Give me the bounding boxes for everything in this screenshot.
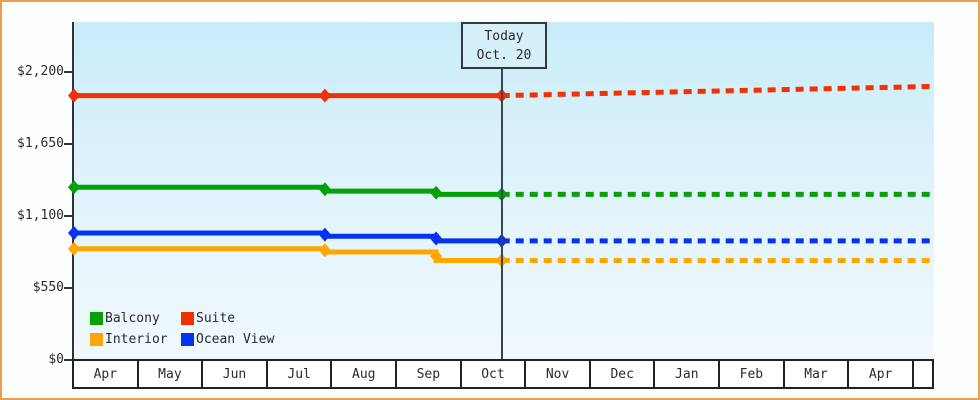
y-axis-tick-label: $1,100: [17, 208, 64, 223]
x-axis-month-cell: Aug: [332, 361, 398, 387]
today-label-box: Today Oct. 20: [461, 22, 547, 69]
y-axis-tick-label: $2,200: [17, 64, 64, 79]
x-axis-month-cell: Jun: [203, 361, 268, 387]
x-axis-month-cell: Jan: [655, 361, 721, 387]
plot-area: Balcony Suite Interior Ocean View: [68, 22, 935, 360]
y-axis-tick-mark: [64, 359, 73, 361]
data-point-marker-ocean-view: [430, 231, 443, 246]
x-axis-month-cell: Oct: [462, 361, 527, 387]
y-axis-tick-mark: [64, 287, 73, 289]
legend-label: Suite: [196, 311, 236, 326]
series-projection-suite: [501, 83, 935, 99]
legend-label: Ocean View: [196, 332, 275, 347]
y-axis-tick-label: $1,650: [17, 136, 64, 151]
y-axis-tick-mark: [64, 143, 73, 145]
legend-label: Balcony: [105, 311, 160, 326]
y-axis-tick-label: $0: [48, 352, 64, 367]
x-axis-month-cell: Mar: [785, 361, 850, 387]
legend-item-ocean-view: Ocean View: [181, 332, 274, 347]
x-axis-month-cell: Apr: [74, 361, 139, 387]
legend-swatch-suite: [181, 312, 194, 325]
today-marker-line: [501, 65, 503, 360]
legend-swatch-interior: [90, 333, 103, 346]
y-axis-tick-label: $550: [32, 280, 64, 295]
data-point-marker-ocean-view: [68, 226, 80, 240]
x-axis-empty-cell: [914, 361, 932, 387]
data-point-marker-interior: [430, 249, 443, 264]
x-axis-month-cell: Feb: [720, 361, 785, 387]
today-label: Today: [484, 28, 524, 44]
today-date: Oct. 20: [476, 47, 532, 63]
x-axis-month-cell: Dec: [591, 361, 656, 387]
data-point-marker-interior: [318, 243, 331, 258]
series-line-balcony: [74, 184, 502, 197]
legend-swatch-ocean-view: [181, 333, 194, 346]
data-point-marker-balcony: [318, 182, 331, 197]
legend-label: Interior: [105, 332, 168, 347]
series-line-interior: [74, 246, 502, 263]
legend-swatch-balcony: [90, 312, 103, 325]
x-axis-month-cell: Apr: [849, 361, 914, 387]
legend: Balcony Suite Interior Ocean View: [90, 311, 274, 347]
data-point-marker-ocean-view: [318, 227, 331, 242]
x-axis-month-cell: May: [139, 361, 204, 387]
x-axis-month-cell: Nov: [526, 361, 591, 387]
y-axis-tick-mark: [64, 215, 73, 217]
legend-item-interior: Interior: [90, 332, 181, 347]
x-axis-month-cell: Sep: [397, 361, 462, 387]
legend-item-suite: Suite: [181, 311, 274, 326]
data-point-marker-suite: [318, 88, 331, 103]
data-point-marker-interior: [68, 241, 80, 256]
legend-item-balcony: Balcony: [90, 311, 181, 326]
series-line-ocean-view: [74, 230, 502, 244]
x-axis-month-strip: Apr May Jun Jul Aug Sep Oct Nov Dec Jan Feb Mar Apr: [72, 359, 934, 389]
x-axis-month-cell: Jul: [268, 361, 333, 387]
data-point-marker-suite: [68, 88, 80, 103]
price-lines-canvas: [68, 83, 935, 268]
y-axis-tick-mark: [64, 71, 73, 73]
data-point-marker-balcony: [68, 180, 80, 195]
data-point-marker-balcony: [430, 185, 443, 200]
